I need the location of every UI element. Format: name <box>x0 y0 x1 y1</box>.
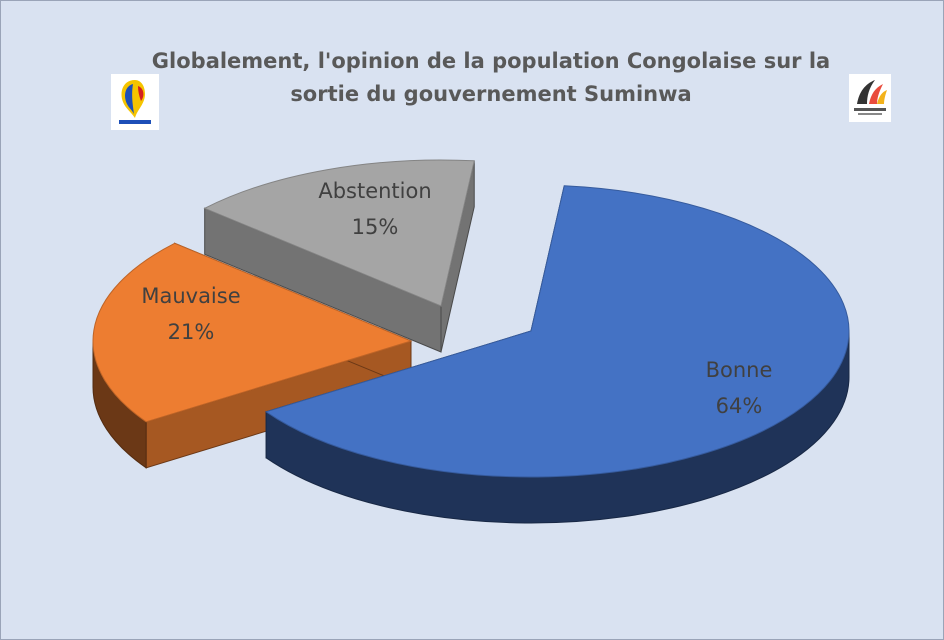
party-logo <box>111 74 159 130</box>
slice-label-mauvaise: Mauvaise <box>141 284 240 308</box>
chart-title-line-1: Globalement, l'opinion de la population … <box>151 49 831 73</box>
slice-value-abstention: 15% <box>352 215 399 239</box>
slice-label-abstention: Abstention <box>318 179 431 203</box>
pie-slice-abstention <box>203 159 475 307</box>
slice-label-bonne: Bonne <box>706 358 773 382</box>
pie-slice-mauvaise <box>92 242 413 423</box>
pie-slice-bonne <box>264 185 850 478</box>
chart-title-line-2: sortie du gouvernement Suminwa <box>290 82 692 106</box>
slice-value-mauvaise: 21% <box>168 320 215 344</box>
slice-value-bonne: 64% <box>716 394 763 418</box>
pie-labels: Bonne 64% Mauvaise 21% Abstention 15% <box>141 179 772 418</box>
new-pelican-logo <box>849 74 891 122</box>
pie-slices <box>92 159 850 524</box>
chart-title: Globalement, l'opinion de la population … <box>141 45 841 111</box>
